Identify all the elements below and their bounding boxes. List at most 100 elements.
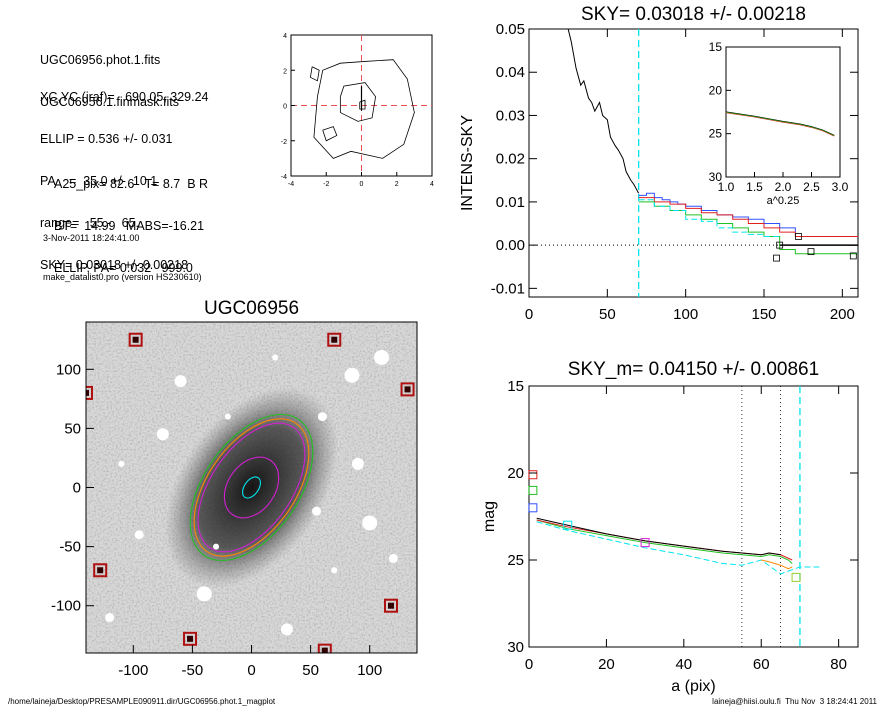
sky-x-tick-label: 200 — [830, 306, 855, 323]
inset-x-tick-label: 1.5 — [746, 180, 763, 194]
mask-box — [327, 332, 342, 347]
galaxy-body — [164, 386, 339, 589]
sky-plot-title: SKY= 0.03018 +/- 0.00218 — [581, 4, 806, 25]
inset-y-tick-label: 20 — [709, 83, 723, 97]
mag-y-tick-label: 15 — [507, 378, 524, 395]
inset-frame — [725, 46, 841, 178]
mask-box-core — [97, 567, 104, 574]
info-photometry: A25_pix= 82.6 T= 8.7 B R BT= 14.99 MABS=… — [54, 149, 208, 289]
sky-y-tick-label: -0.01 — [491, 280, 525, 297]
info-parameters: XC,YC (iraf)= 690.05, 329.24 ELLIP = 0.5… — [40, 62, 209, 286]
info-line: 3-Nov-2011 18:24:41.00 — [43, 233, 140, 243]
isophote-ellipse-magenta — [197, 422, 306, 553]
masked-star — [351, 457, 364, 470]
contour-x-tick-label: -4 — [288, 181, 294, 188]
sky-plot-frame — [528, 28, 859, 298]
contour-line — [359, 99, 366, 110]
masked-star — [344, 367, 360, 383]
info-line: ELLIP, PA= 0.032 999.0 — [54, 261, 193, 275]
sky-y-tick-label: 0.00 — [496, 237, 525, 254]
mask-box-core — [321, 647, 328, 653]
contour-x-tick-label: 2 — [395, 181, 399, 188]
sky-series-blue — [638, 192, 796, 233]
info-line: UGC06956.phot.1.fits — [40, 53, 161, 67]
mag-x-axis-label: a (pix) — [671, 678, 715, 695]
mag-x-tick-label: 0 — [525, 656, 533, 673]
mag-marker-yellowgreen — [791, 572, 801, 582]
mag-x-tick-label: 40 — [675, 656, 692, 673]
contour-y-tick-label: -2 — [281, 139, 287, 146]
image-x-tick-label: 0 — [247, 662, 255, 679]
masked-star — [196, 586, 212, 602]
info-line: UGC06956.1.finmask.fits — [40, 95, 179, 109]
info-line: BT= 14.99 MABS=-16.21 — [54, 219, 205, 233]
masked-star — [224, 413, 231, 420]
mag-x-tick-label: 80 — [830, 656, 847, 673]
mask-box-core — [387, 602, 394, 609]
inset-series-green — [725, 111, 835, 136]
mag-plot-title: SKY_m= 0.04150 +/- 0.00861 — [568, 359, 819, 380]
inset-x-tick-label: 2.0 — [775, 180, 792, 194]
mag-series-black — [536, 517, 781, 556]
inset-y-tick-label: 15 — [709, 40, 723, 54]
masked-star — [213, 543, 220, 550]
info-line: PA = 35.0 +/- 10.1 — [40, 174, 158, 188]
sky-x-tick-label: 50 — [599, 306, 616, 323]
inset-x-tick-label: 1.0 — [718, 180, 735, 194]
mask-box — [93, 563, 108, 578]
contour-line — [309, 66, 320, 82]
isophote-ellipse-orange — [193, 418, 310, 557]
masked-star — [280, 623, 293, 636]
contour-y-tick-label: -4 — [281, 174, 287, 181]
contour-line — [322, 126, 338, 142]
masked-star — [156, 428, 169, 441]
masked-star — [317, 412, 327, 422]
sky-y-tick-label: 0.05 — [496, 21, 525, 38]
isophote-ellipse-cyan — [242, 476, 261, 499]
sky-y-tick-label: 0.02 — [496, 151, 525, 168]
contour-y-tick-label: 0 — [283, 104, 287, 111]
inset-x-tick-label: 2.5 — [803, 180, 820, 194]
mag-series-cyan — [536, 521, 820, 575]
mag-marker-blue — [528, 503, 538, 513]
image-x-tick-label: -50 — [182, 662, 204, 679]
info-line: A25_pix= 82.6 T= 8.7 B R — [54, 177, 209, 191]
mag-y-axis-label: mag — [481, 501, 498, 532]
sky-data-marker — [795, 233, 802, 240]
image-y-tick-label: -100 — [51, 598, 81, 615]
mask-box-core — [132, 336, 139, 343]
mask-box — [128, 332, 143, 347]
mag-series-orange — [761, 559, 793, 570]
inset-series-black — [725, 111, 835, 136]
mask-box — [86, 385, 93, 400]
inset-x-axis-label: a^0.25 — [767, 195, 800, 207]
footer-user-date: laineja@hiisi.oulu.fi Thu Nov 3 18:24:41… — [712, 697, 877, 706]
masked-star — [362, 515, 378, 531]
mag-series-green — [536, 519, 793, 564]
sky-series-cyan — [638, 199, 781, 239]
masked-star — [174, 375, 187, 388]
masked-star — [134, 530, 144, 540]
masked-star — [272, 354, 279, 361]
sky-data-marker — [807, 248, 815, 256]
contour-x-tick-label: 0 — [360, 181, 364, 188]
info-line: XC,YC (iraf)= 690.05, 329.24 — [40, 90, 209, 104]
image-title: UGC06956 — [204, 298, 299, 319]
contour-y-tick-label: 2 — [283, 68, 287, 75]
image-x-tick-label: 100 — [357, 662, 382, 679]
contour-line — [339, 82, 377, 122]
sky-data-marker — [773, 254, 780, 262]
mask-box — [317, 643, 332, 653]
image-y-tick-label: -50 — [59, 539, 81, 556]
mag-x-tick-label: 60 — [753, 656, 770, 673]
sky-x-tick-label: 100 — [673, 306, 698, 323]
mask-box-core — [187, 635, 194, 642]
inset-x-tick-label: 3.0 — [832, 180, 849, 194]
isophote-ellipse-green — [189, 413, 314, 562]
galaxy-image-layer — [86, 322, 417, 653]
masked-star — [374, 349, 390, 365]
info-filenames: UGC06956.phot.1.fits UGC06956.1.finmask.… — [40, 25, 179, 123]
image-x-tick-label: -100 — [118, 662, 148, 679]
mag-marker-red — [528, 470, 538, 480]
